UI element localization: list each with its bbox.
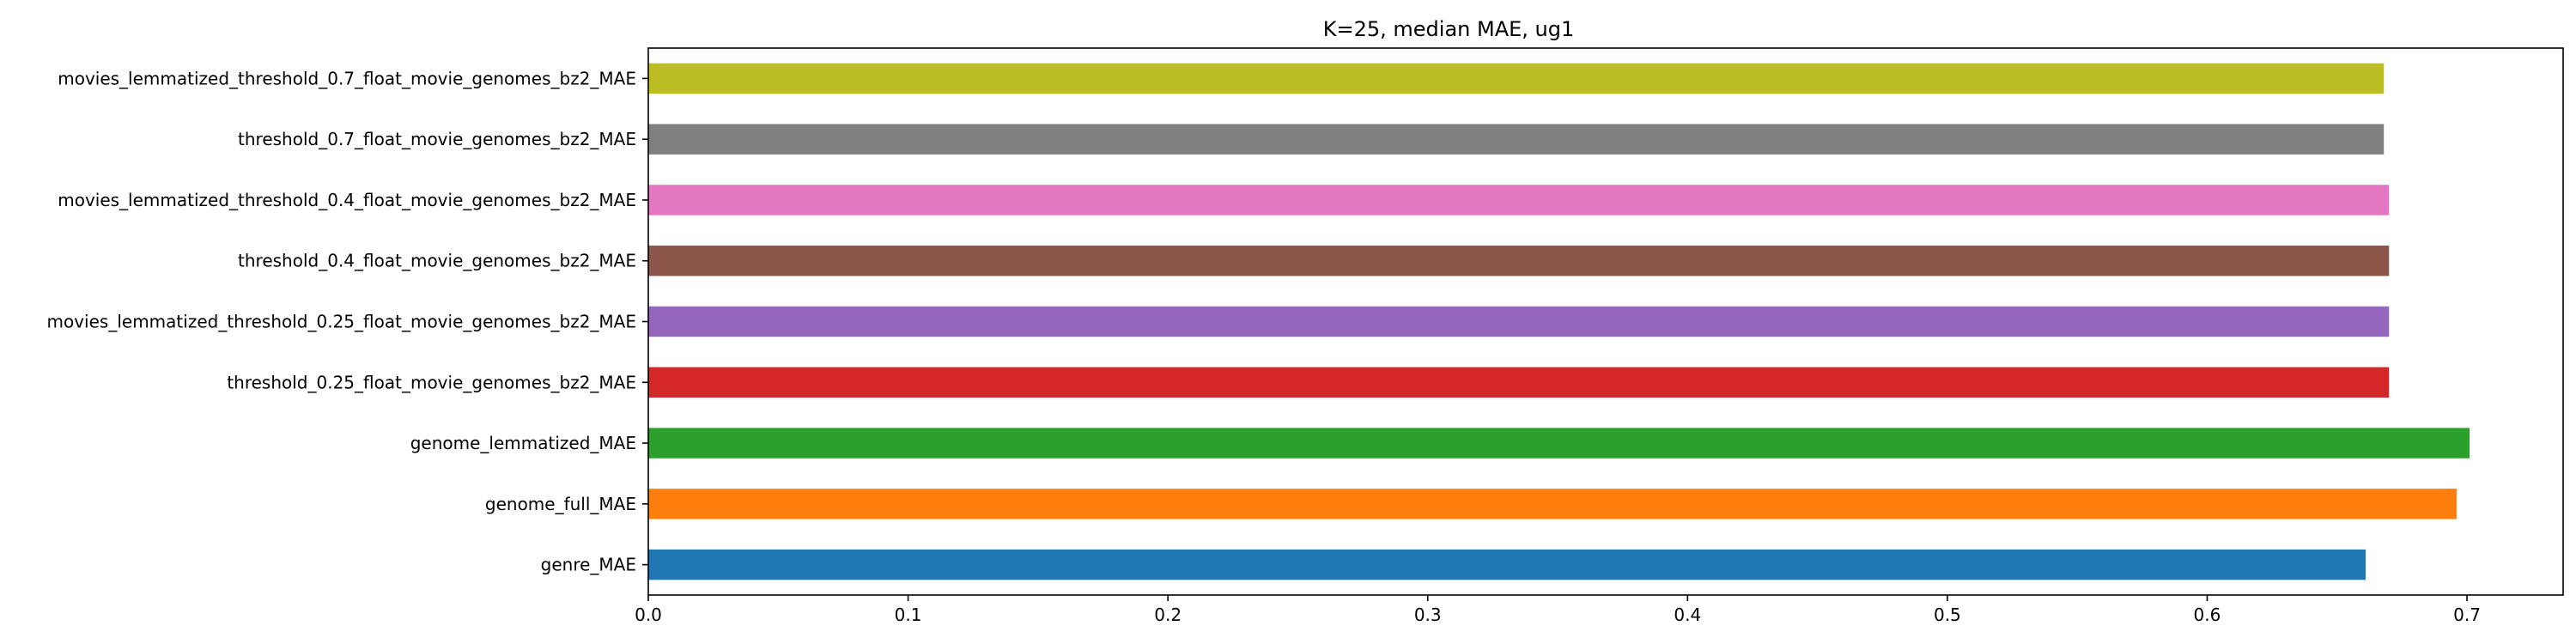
x-tick-label: 0.2 [1154,605,1182,625]
y-tick-label: threshold_0.25_float_movie_genomes_bz2_M… [227,372,636,392]
x-tick-label: 0.7 [2453,605,2481,625]
bar-movies_lemmatized_threshold_0.25_float_movie_genomes_bz2_MAE [648,306,2390,337]
bar-genome_lemmatized_MAE [648,428,2470,459]
bars-group [648,63,2470,580]
x-tick-label: 0.3 [1414,605,1442,625]
bar-threshold_0.7_float_movie_genomes_bz2_MAE [648,124,2385,155]
x-tick-label: 0.0 [635,605,662,625]
x-axis: 0.0 0.1 0.2 0.3 0.4 0.5 0.6 0.7 [635,595,2481,625]
y-axis: genre_MAE genome_full_MAE genome_lemmatize… [47,68,648,575]
bar-threshold_0.25_float_movie_genomes_bz2_MAE [648,367,2390,398]
x-tick-label: 0.5 [1934,605,1961,625]
y-tick-label: movies_lemmatized_threshold_0.25_float_m… [47,312,637,332]
bar-threshold_0.4_float_movie_genomes_bz2_MAE [648,246,2390,276]
x-tick-label: 0.4 [1674,605,1701,625]
y-tick-label: threshold_0.4_float_movie_genomes_bz2_MA… [238,251,636,271]
x-tick-label: 0.6 [2194,605,2221,625]
bar-movies_lemmatized_threshold_0.7_float_movie_genomes_bz2_MAE [648,63,2385,94]
plot-area-frame [647,47,2564,596]
bar-genre_MAE [648,549,2366,580]
chart-title: K=25, median MAE, ug1 [1323,17,1575,41]
y-tick-label: genre_MAE [541,555,636,575]
x-tick-label: 0.1 [895,605,922,625]
y-tick-label: movies_lemmatized_threshold_0.7_float_mo… [58,68,636,88]
bar-genome_full_MAE [648,489,2457,519]
bar-movies_lemmatized_threshold_0.4_float_movie_genomes_bz2_MAE [648,185,2390,216]
y-tick-label: threshold_0.7_float_movie_genomes_bz2_MA… [238,129,636,149]
y-tick-label: genome_lemmatized_MAE [410,433,636,453]
y-tick-label: genome_full_MAE [485,494,636,514]
y-tick-label: movies_lemmatized_threshold_0.4_float_mo… [58,190,636,210]
